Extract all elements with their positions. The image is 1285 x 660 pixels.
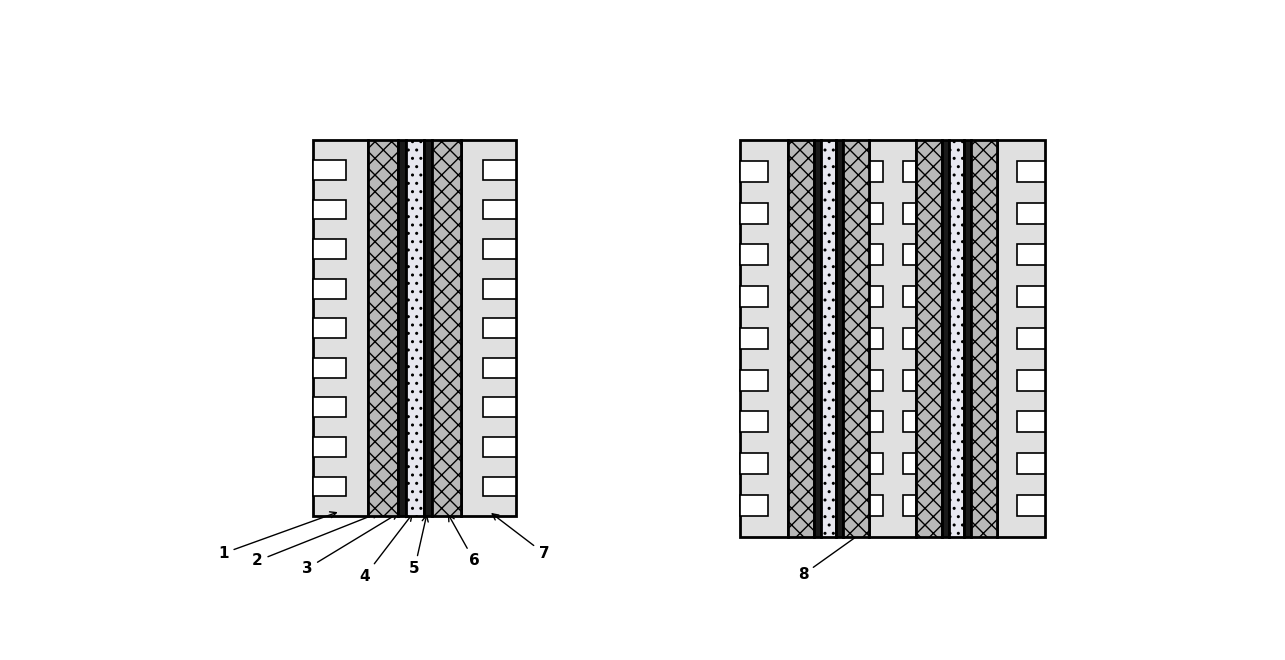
Text: 1: 1 [218,512,337,561]
Bar [902,203,916,224]
Text: 3: 3 [302,513,398,576]
Bar [902,244,916,265]
Bar [740,286,768,307]
Bar [483,437,517,457]
Bar [314,279,346,298]
Bar [835,140,843,537]
Bar [1018,203,1045,224]
Bar [950,140,964,537]
Bar [869,286,883,307]
Bar [788,140,813,537]
Bar [314,160,346,180]
Bar [971,140,997,537]
Bar [314,199,346,219]
Bar [314,477,346,496]
Bar [942,140,950,537]
Bar [821,140,835,537]
Bar [902,495,916,515]
Text: 6: 6 [448,515,479,568]
Bar [869,370,883,391]
Bar [1018,495,1045,515]
Bar [406,140,424,516]
Bar [314,239,346,259]
Bar [483,199,517,219]
Text: 7: 7 [492,513,550,561]
Bar [902,328,916,349]
Text: 2: 2 [252,512,379,568]
Bar [314,397,346,417]
Bar [740,453,768,474]
Bar [869,203,883,224]
Bar [869,328,883,349]
Bar [813,140,821,537]
Bar [869,495,883,515]
Bar [740,161,768,182]
Bar [997,140,1045,537]
Bar [1018,244,1045,265]
Bar [1018,453,1045,474]
Bar [740,244,768,265]
Bar [869,411,883,432]
Bar [902,161,916,182]
Bar [902,370,916,391]
Bar [902,453,916,474]
Bar [483,318,517,338]
Bar [916,140,942,537]
Bar [902,286,916,307]
Bar [740,411,768,432]
Bar [483,477,517,496]
Bar [740,203,768,224]
Bar [740,495,768,515]
Bar [843,140,869,537]
Bar [483,279,517,298]
Bar [397,140,406,516]
Bar [902,411,916,432]
Bar [483,160,517,180]
Bar [314,140,368,516]
Bar [869,140,916,537]
Text: 8: 8 [798,529,867,582]
Bar [1018,161,1045,182]
Bar [424,140,432,516]
Bar [740,370,768,391]
Bar [869,453,883,474]
Bar [1018,370,1045,391]
Bar [869,244,883,265]
Bar [432,140,461,516]
Bar [368,140,397,516]
Bar [964,140,971,537]
Bar [483,358,517,378]
Bar [314,318,346,338]
Bar [483,397,517,417]
Bar [483,239,517,259]
Bar [461,140,517,516]
Bar [869,161,883,182]
Bar [1018,411,1045,432]
Bar [314,358,346,378]
Bar [740,140,788,537]
Bar [740,328,768,349]
Bar [1018,286,1045,307]
Text: 5: 5 [409,515,428,576]
Bar [1018,328,1045,349]
Bar [314,437,346,457]
Text: 4: 4 [360,515,412,583]
